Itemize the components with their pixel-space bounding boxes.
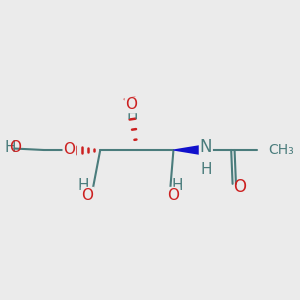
Text: H: H — [172, 178, 183, 193]
Text: CH₃: CH₃ — [268, 143, 293, 157]
Text: O: O — [125, 98, 137, 112]
Text: ·: · — [134, 103, 138, 118]
Text: O: O — [167, 188, 179, 202]
Text: H: H — [200, 162, 212, 177]
Text: O: O — [82, 188, 94, 202]
Text: H: H — [4, 140, 16, 154]
Text: H: H — [127, 107, 138, 122]
Polygon shape — [173, 144, 206, 156]
Text: O: O — [233, 178, 246, 196]
Text: O: O — [9, 140, 21, 154]
Text: N: N — [200, 138, 212, 156]
Text: O: O — [63, 142, 75, 158]
Text: H: H — [78, 178, 89, 193]
